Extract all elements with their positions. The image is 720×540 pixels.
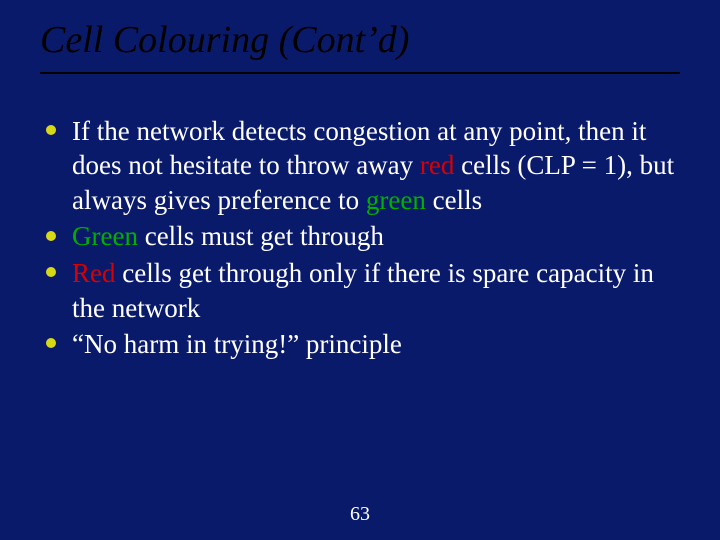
bullet-text-segment: cells — [426, 185, 482, 215]
bullet-item: Green cells must get through — [40, 219, 680, 254]
bullet-text-segment: “No harm in trying!” principle — [72, 329, 402, 359]
bullet-list: If the network detects congestion at any… — [40, 114, 680, 362]
bullet-dot-icon — [46, 267, 56, 277]
page-number: 63 — [0, 503, 720, 526]
bullet-text-segment: red — [420, 150, 454, 180]
bullet-text-segment: cells get through only if there is spare… — [72, 258, 654, 323]
bullet-text-segment: Red — [72, 258, 116, 288]
bullet-item: Red cells get through only if there is s… — [40, 256, 680, 325]
bullet-text-segment: Green — [72, 221, 138, 251]
bullet-item: If the network detects congestion at any… — [40, 114, 680, 218]
bullet-text-segment: green — [366, 185, 426, 215]
bullet-text-segment: cells must get through — [138, 221, 384, 251]
bullet-dot-icon — [46, 231, 56, 241]
title-underline — [40, 72, 680, 74]
slide: Cell Colouring (Cont’d) If the network d… — [0, 0, 720, 540]
bullet-item: “No harm in trying!” principle — [40, 327, 680, 362]
bullet-dot-icon — [46, 338, 56, 348]
bullet-dot-icon — [46, 125, 56, 135]
slide-title: Cell Colouring (Cont’d) — [40, 20, 680, 62]
